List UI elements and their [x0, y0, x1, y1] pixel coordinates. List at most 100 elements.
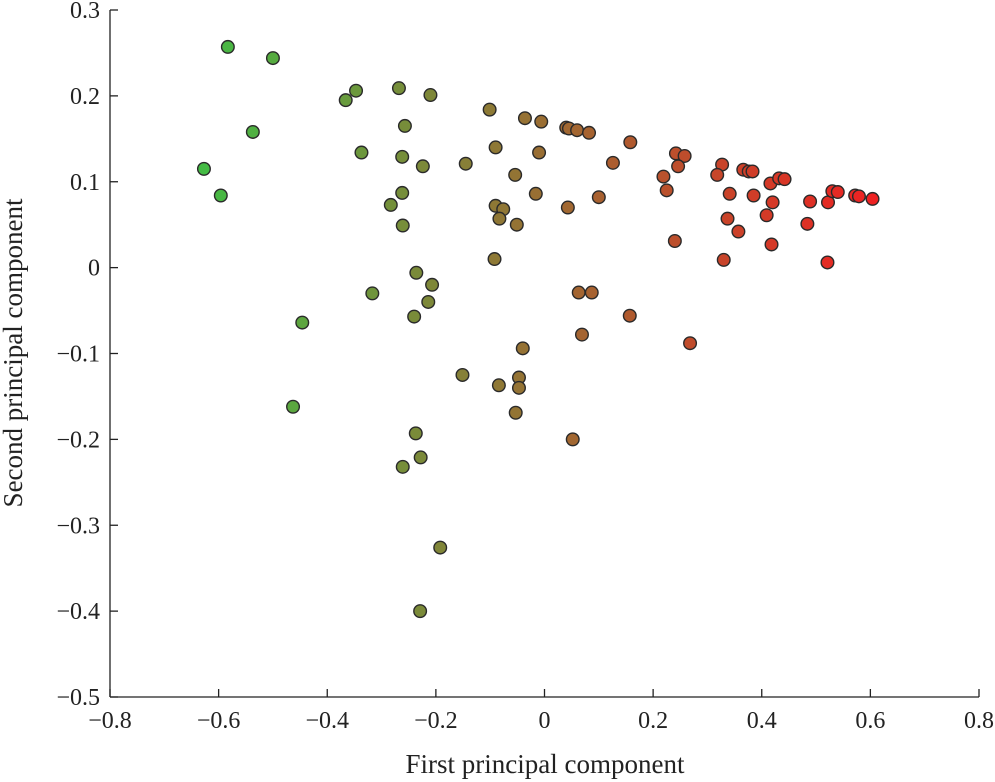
data-point: [415, 159, 430, 174]
data-point: [423, 88, 438, 103]
x-tick-label: 0.6: [855, 708, 885, 734]
data-point: [408, 426, 423, 441]
data-point: [455, 367, 470, 382]
data-point: [591, 190, 606, 205]
data-point: [716, 252, 731, 267]
x-tick-label: −0.2: [414, 708, 458, 734]
data-point: [560, 200, 575, 215]
data-point: [509, 217, 524, 232]
data-point: [482, 102, 497, 117]
data-point: [622, 308, 637, 323]
data-point: [571, 285, 586, 300]
data-point: [745, 164, 760, 179]
data-point: [458, 156, 473, 171]
data-point: [830, 185, 845, 200]
data-point: [534, 114, 549, 129]
data-point: [265, 51, 280, 66]
x-tick-label: −0.8: [88, 708, 132, 734]
data-point: [574, 327, 589, 342]
data-point: [765, 195, 780, 210]
x-tick-label: 0.8: [964, 708, 994, 734]
data-point: [395, 218, 410, 233]
data-point: [354, 145, 369, 160]
data-points: [196, 39, 880, 619]
x-tick-label: 0.2: [638, 708, 668, 734]
data-point: [425, 277, 440, 292]
data-point: [488, 140, 503, 155]
data-point: [800, 216, 815, 231]
data-point: [391, 81, 406, 96]
data-point: [196, 161, 211, 176]
y-ticks: −0.5 −0.4 −0.3 −0.2 −0.1 0 0.1 0.2 0.3: [56, 0, 118, 711]
data-point: [764, 237, 779, 252]
x-tick-label: 0: [539, 708, 551, 734]
data-point: [565, 432, 580, 447]
data-point: [803, 194, 818, 209]
x-tick-label: 0.4: [747, 708, 777, 734]
data-point: [349, 83, 364, 98]
y-tick-label: −0.1: [56, 342, 100, 368]
data-point: [433, 540, 448, 555]
data-point: [421, 294, 436, 309]
data-point: [515, 341, 530, 356]
data-point: [395, 149, 410, 164]
y-tick-label: −0.2: [56, 427, 100, 453]
data-point: [671, 159, 686, 174]
y-tick-label: 0.2: [70, 84, 100, 110]
data-point: [777, 172, 792, 187]
data-point: [746, 188, 761, 203]
data-point: [720, 211, 735, 226]
data-point: [731, 224, 746, 239]
x-tick-label: −0.4: [305, 708, 349, 734]
data-point: [532, 145, 547, 160]
data-point: [295, 315, 310, 330]
data-point: [395, 185, 410, 200]
data-point: [820, 255, 835, 270]
y-tick-label: 0.1: [70, 170, 100, 196]
x-tick-label: −0.6: [197, 708, 241, 734]
x-axis-label: First principal component: [406, 749, 685, 779]
data-point: [656, 169, 671, 184]
data-point: [759, 208, 774, 223]
data-point: [245, 124, 260, 139]
data-point: [605, 155, 620, 170]
y-axis-label: Second principal component: [0, 198, 28, 507]
data-point: [677, 148, 692, 163]
data-point: [397, 118, 412, 133]
data-point: [407, 309, 422, 324]
data-point: [413, 604, 428, 619]
data-point: [570, 123, 585, 138]
data-point: [338, 93, 353, 108]
data-point: [667, 234, 682, 249]
data-point: [365, 286, 380, 301]
data-point: [220, 39, 235, 54]
data-point: [683, 336, 698, 351]
data-point: [659, 183, 674, 198]
data-point: [528, 186, 543, 201]
data-point: [517, 111, 532, 126]
axes: [109, 10, 979, 698]
y-tick-label: −0.4: [56, 599, 100, 625]
data-point: [582, 125, 597, 140]
data-point: [623, 135, 638, 150]
data-point: [722, 186, 737, 201]
data-point: [491, 378, 506, 393]
data-point: [710, 167, 725, 182]
x-ticks: −0.8 −0.6 −0.4 −0.2 0 0.2 0.4 0.6 0.8: [88, 689, 994, 734]
data-point: [508, 405, 523, 420]
data-point: [851, 189, 866, 204]
data-point: [492, 211, 507, 226]
data-point: [413, 450, 428, 465]
data-point: [286, 399, 301, 414]
data-point: [508, 167, 523, 182]
y-tick-label: 0: [88, 256, 100, 282]
data-point: [865, 191, 880, 206]
y-tick-label: −0.3: [56, 513, 100, 539]
data-point: [511, 380, 526, 395]
data-point: [584, 285, 599, 300]
data-point: [213, 188, 228, 203]
data-point: [383, 197, 398, 212]
y-tick-label: 0.3: [70, 0, 100, 24]
data-point: [409, 265, 424, 280]
